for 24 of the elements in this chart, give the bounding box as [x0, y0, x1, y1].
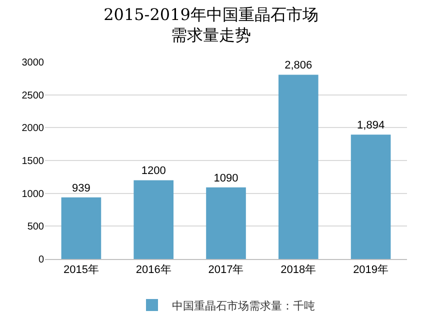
y-tick-label: 0 — [38, 254, 44, 266]
bar — [134, 180, 174, 259]
y-tick-label: 500 — [27, 222, 44, 233]
data-label: 939 — [72, 182, 90, 194]
data-label: 2,806 — [284, 60, 312, 72]
y-tick-label: 1000 — [22, 188, 44, 200]
y-tick-label: 2000 — [22, 123, 44, 134]
x-tick-label: 2017年 — [208, 264, 244, 276]
bar — [61, 197, 102, 259]
x-tick-label: 2018年 — [280, 264, 316, 276]
chart-title: 2015-2019年中国重晶石市场需求量走势 — [104, 4, 318, 45]
x-tick-label: 2019年 — [353, 264, 389, 276]
data-label: 1090 — [214, 172, 238, 184]
y-tick-label: 3000 — [22, 58, 44, 68]
y-tick-label: 1500 — [22, 156, 44, 167]
bar — [206, 187, 246, 259]
y-tick-label: 2500 — [22, 90, 44, 102]
bar — [278, 74, 318, 259]
legend-label: 中国重晶石市场需求量：千吨 — [172, 299, 315, 312]
x-tick-label: 2016年 — [136, 264, 172, 276]
data-label: 1,894 — [357, 120, 385, 132]
x-tick-label: 2015年 — [63, 264, 99, 276]
bar — [350, 134, 391, 259]
data-label: 1200 — [141, 165, 166, 178]
